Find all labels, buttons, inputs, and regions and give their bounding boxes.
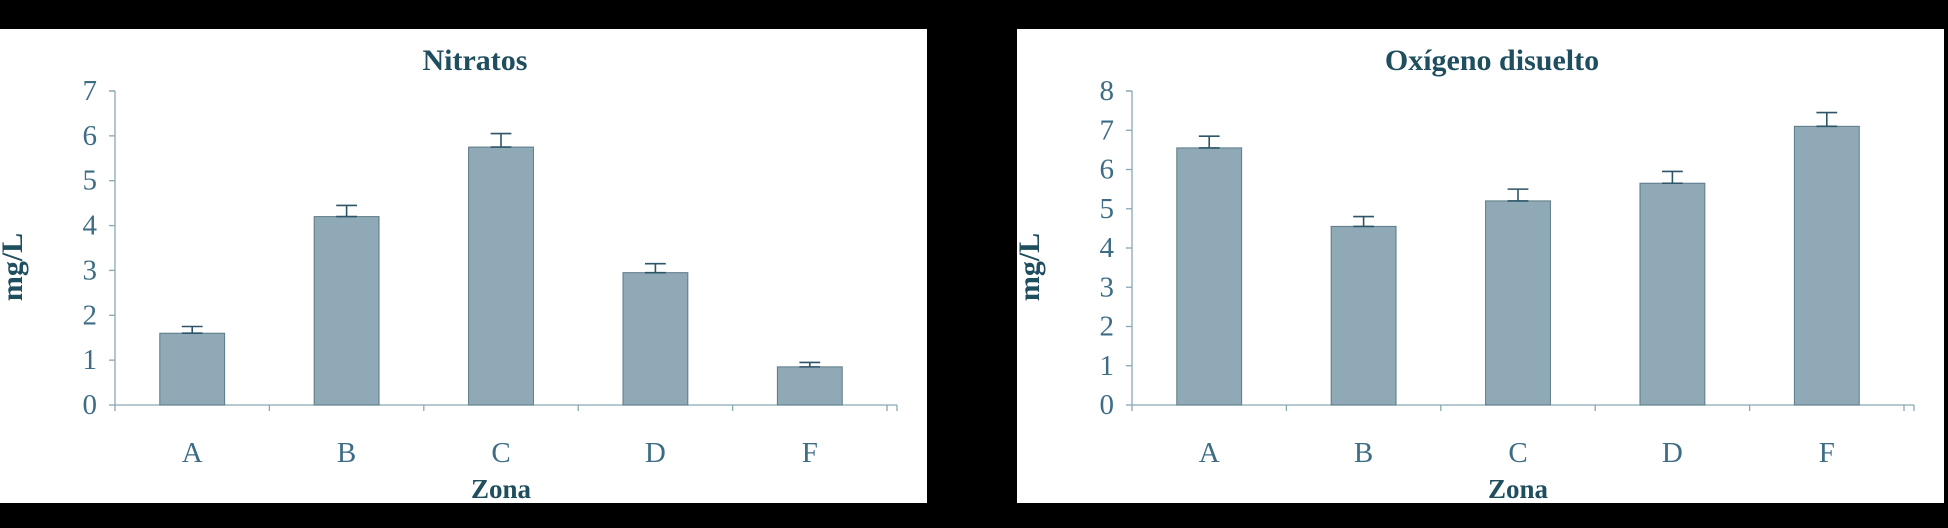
svg-text:0: 0 xyxy=(1100,389,1115,421)
svg-text:3: 3 xyxy=(83,254,98,286)
svg-text:A: A xyxy=(1199,437,1220,469)
svg-text:4: 4 xyxy=(1100,232,1115,264)
svg-text:A: A xyxy=(182,437,203,469)
svg-text:0: 0 xyxy=(83,389,98,421)
svg-text:6: 6 xyxy=(1100,154,1115,186)
svg-text:7: 7 xyxy=(1100,114,1115,146)
svg-text:5: 5 xyxy=(83,165,98,197)
svg-text:1: 1 xyxy=(83,344,98,376)
svg-text:Zona: Zona xyxy=(471,474,532,503)
svg-text:Oxígeno disuelto: Oxígeno disuelto xyxy=(1385,44,1599,77)
svg-text:8: 8 xyxy=(1100,75,1115,107)
svg-text:Nitratos: Nitratos xyxy=(423,44,528,77)
svg-text:7: 7 xyxy=(83,75,98,107)
svg-text:F: F xyxy=(1819,437,1835,469)
svg-text:2: 2 xyxy=(83,299,98,331)
svg-text:4: 4 xyxy=(83,210,98,242)
svg-text:5: 5 xyxy=(1100,193,1115,225)
svg-text:mg/L: mg/L xyxy=(1017,233,1046,301)
svg-text:Zona: Zona xyxy=(1488,474,1549,503)
svg-text:B: B xyxy=(1354,437,1373,469)
svg-text:1: 1 xyxy=(1100,350,1115,382)
svg-text:2: 2 xyxy=(1100,311,1115,343)
svg-text:B: B xyxy=(337,437,356,469)
svg-text:mg/L: mg/L xyxy=(0,233,29,301)
svg-text:3: 3 xyxy=(1100,271,1115,303)
svg-text:C: C xyxy=(1508,437,1527,469)
svg-text:C: C xyxy=(491,437,510,469)
svg-text:D: D xyxy=(645,437,666,469)
svg-text:D: D xyxy=(1662,437,1683,469)
svg-text:F: F xyxy=(802,437,818,469)
svg-text:6: 6 xyxy=(83,120,98,152)
